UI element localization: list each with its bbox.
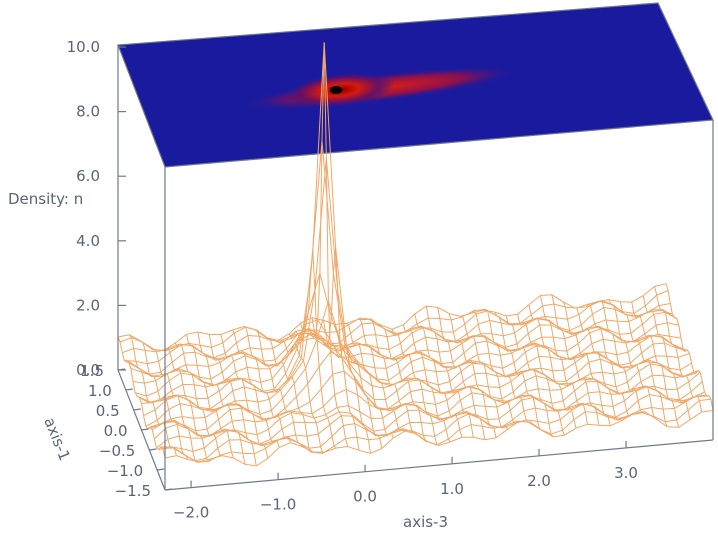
mesh-line-y [140,340,189,460]
x-tick-label: −1.0 [260,496,296,514]
y-tick-label: 0.0 [104,422,128,440]
mesh-line-y [551,294,600,426]
y-tick-label: −0.5 [99,442,135,460]
z-tick-label: 2.0 [76,296,100,314]
tick-mark [164,488,173,491]
z-tick-label: 10.0 [67,38,100,56]
z-tick-label: 0.0 [76,361,100,379]
y-tick-label: 1.5 [80,362,104,380]
z-tick-label: 4.0 [76,232,100,250]
mesh-line-y [243,326,292,443]
mesh-line-y [391,329,440,446]
mesh-line-y [152,349,200,463]
projection-hotspot [241,65,519,111]
mesh-line-y [483,308,531,423]
y-axis-label: axis-1 [40,415,74,463]
mesh-line-y [597,299,645,414]
mesh-line-y [642,295,691,420]
mesh-line-y [323,320,371,454]
mesh-line-y [117,336,166,459]
x-tick-label: 1.0 [440,480,464,498]
mesh-line-y [619,301,668,428]
tick-mark [125,388,133,391]
mesh-line-y [574,307,623,422]
mesh-line-y [300,42,349,447]
z-tick-label: 6.0 [76,167,100,185]
mesh-line-y [346,322,394,439]
mesh-line-y [220,334,269,459]
mesh-line-y [494,311,543,431]
mesh-line-x [117,283,667,352]
mesh-line-y [380,324,428,443]
y-tick-label: −1.0 [107,462,143,480]
mesh-line-y [369,318,417,435]
x-tick-label: 3.0 [614,464,638,482]
mesh-line-y [471,309,519,425]
y-tick-label: 0.5 [96,402,120,420]
mesh-line-y [231,329,280,448]
mesh-line-y [539,295,588,425]
mesh-line-y [654,286,703,413]
mesh-line-y [277,339,326,455]
x-axis: −2.0 −1.0 0.0 1.0 2.0 3.0 [173,440,638,522]
x-tick-label: −2.0 [173,504,209,522]
x-tick-label: 0.0 [353,488,377,506]
tick-mark [149,448,157,451]
mesh-line-y [357,317,406,432]
x-axis-label: axis-3 [403,513,448,531]
mesh-line-y [288,250,337,449]
mesh-line-y [448,313,497,438]
mesh-line-y [585,303,634,418]
mesh-line-y [311,247,360,451]
x-tick-label: 2.0 [527,472,551,490]
mesh-line-y [208,334,257,466]
mesh-line-x [139,140,688,403]
mesh-line-y [460,315,508,430]
y-tick-label: −1.5 [115,482,151,500]
tick-mark [157,468,165,471]
mesh-line-y [425,306,474,438]
mesh-line-y [631,302,680,428]
mesh-line-y [665,283,714,411]
mesh-line-y [163,347,212,463]
mesh-line-y [254,329,303,447]
z-axis-label: Density: n [8,190,83,208]
tick-mark [133,408,141,411]
mesh-line-y [174,342,223,457]
mesh-line-y [528,304,577,429]
y-axis: −1.5 −1.0 −0.5 0.0 0.5 1.0 1.5 [80,362,173,500]
y-tick-label: 1.0 [88,382,112,400]
tick-mark [117,368,126,371]
z-axis: 0.0 2.0 4.0 6.0 8.0 10.0 [67,38,126,379]
mesh-line-y [334,324,383,449]
mesh-line-y [129,334,177,456]
mesh-line-y [186,334,234,459]
mesh-line-y [505,315,554,438]
mesh-line-y [437,307,486,440]
surface-mesh [117,42,714,467]
z-tick-label: 8.0 [76,103,100,121]
mesh-line-y [562,301,611,426]
mesh-line-y [414,313,463,438]
mesh-line-y [266,337,314,453]
mesh-line-y [517,313,566,436]
mesh-line-y [197,331,246,465]
mesh-line-x [153,381,703,440]
mesh-line-y [402,324,451,443]
mesh-line-x [143,158,692,417]
mesh-line-y [608,299,657,420]
tick-mark [141,428,149,431]
